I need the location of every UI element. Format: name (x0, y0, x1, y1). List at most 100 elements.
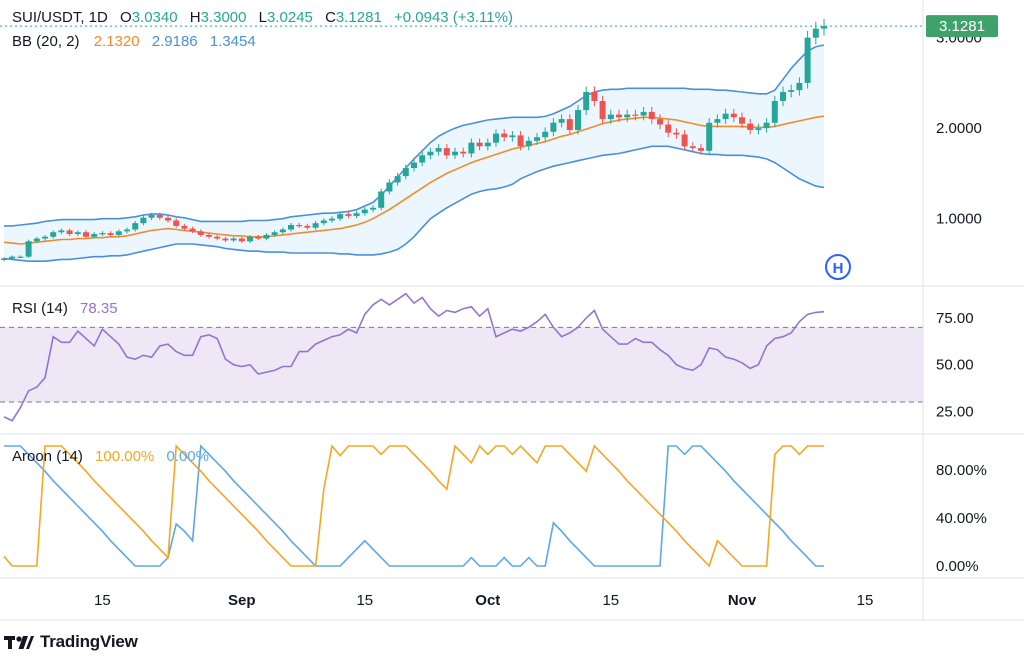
candle (566, 114, 573, 135)
candle (247, 234, 253, 243)
candle (263, 233, 270, 241)
candle (33, 236, 40, 243)
candle (607, 109, 614, 124)
candle (411, 158, 417, 172)
candle (443, 144, 450, 160)
tradingview-logo-icon (4, 636, 34, 649)
candle (575, 105, 581, 135)
aroon-tick-label: 40.00% (936, 510, 987, 527)
open-value: 3.0340 (132, 9, 178, 26)
candle (706, 118, 713, 155)
aroon-up-value: 100.00% (95, 448, 154, 465)
time-tick-label: 15 (857, 592, 874, 609)
candle (1, 257, 7, 262)
candle (730, 108, 737, 123)
candle (780, 86, 786, 107)
time-tick-label: Oct (475, 592, 500, 609)
rsi-value: 78.35 (80, 300, 118, 317)
rsi-tick-label: 50.00 (936, 357, 974, 374)
candle (337, 211, 344, 221)
candle (124, 227, 130, 234)
brand-footer[interactable]: TradingView (4, 630, 138, 654)
candle (25, 239, 32, 258)
last-price-badge (926, 15, 998, 38)
candle (509, 131, 516, 142)
candle (640, 106, 647, 121)
candle (419, 151, 426, 167)
aroon-up-line (3, 444, 824, 568)
candle (378, 188, 385, 211)
ohlc-legend[interactable]: SUI/USDT, 1D O3.0340 H3.3000 L3.0245 C3.… (12, 9, 513, 26)
rsi-tick-label: 75.00 (936, 310, 974, 327)
low-value: 3.0245 (267, 9, 313, 26)
candle (632, 109, 639, 121)
candle (329, 216, 335, 223)
candlestick-series (1, 19, 827, 262)
bollinger-band-fill (4, 45, 824, 262)
candle (657, 114, 663, 130)
candle (427, 147, 434, 160)
high-value: 3.3000 (201, 9, 247, 26)
candle (821, 19, 827, 36)
candle (173, 218, 180, 228)
candle (771, 95, 778, 128)
bollinger-lower-line (3, 145, 825, 262)
close-value: 3.1281 (336, 9, 382, 26)
candle (165, 215, 171, 223)
aroon-legend[interactable]: Aroon (14) 100.00% 0.00% (12, 448, 209, 465)
candle (156, 212, 163, 221)
time-tick-label: 15 (94, 592, 111, 609)
candle (238, 236, 245, 243)
candle (755, 123, 762, 135)
candle (689, 142, 696, 153)
candle (353, 210, 360, 219)
candle (370, 205, 376, 213)
candle (681, 130, 688, 151)
candle (534, 132, 540, 146)
aroon-tick-label: 0.00% (936, 558, 979, 575)
time-tick-label: Nov (728, 592, 757, 609)
candle (255, 234, 262, 241)
candle (214, 234, 221, 241)
candle (50, 230, 57, 239)
candle (296, 222, 303, 228)
time-tick-label: 15 (356, 592, 373, 609)
candle (288, 222, 294, 232)
rsi-legend[interactable]: RSI (14) 78.35 (12, 300, 118, 317)
bollinger-basis-line (3, 115, 825, 245)
candle (468, 138, 475, 158)
time-axis[interactable]: 15 Sep 15 Oct 15 Nov 15 (94, 592, 873, 609)
candle (83, 230, 89, 239)
candle (583, 86, 590, 116)
candle (616, 109, 622, 123)
candle (501, 129, 508, 142)
candle (763, 118, 770, 133)
candle (493, 129, 499, 147)
aroon-tick-label: 80.00% (936, 462, 987, 479)
hedge-h-icon[interactable]: H (825, 254, 851, 280)
candle (788, 84, 795, 98)
candle (58, 228, 65, 235)
svg-text:H: H (833, 260, 844, 277)
candle (99, 231, 106, 236)
change-value: +0.0943 (+3.11%) (394, 9, 513, 26)
candle (271, 230, 278, 237)
bollinger-legend[interactable]: BB (20, 2) 2.1320 2.9186 1.3454 (12, 33, 256, 50)
aroon-axis[interactable]: 0.00% 40.00% 80.00% (936, 462, 987, 575)
candle (148, 212, 155, 221)
rsi-axis[interactable]: 25.00 50.00 75.00 (936, 310, 974, 420)
candle (91, 232, 98, 239)
candle (222, 236, 229, 243)
aroon-down-value: 0.00% (166, 448, 209, 465)
candle (739, 112, 745, 129)
candle (714, 114, 721, 128)
candle (435, 144, 442, 156)
chart-background (0, 0, 1024, 620)
symbol-label: SUI/USDT, 1D (12, 9, 108, 26)
rsi-line (3, 292, 825, 422)
candle (386, 179, 393, 195)
candle (452, 147, 458, 160)
candle (624, 109, 631, 123)
candle (517, 131, 524, 151)
